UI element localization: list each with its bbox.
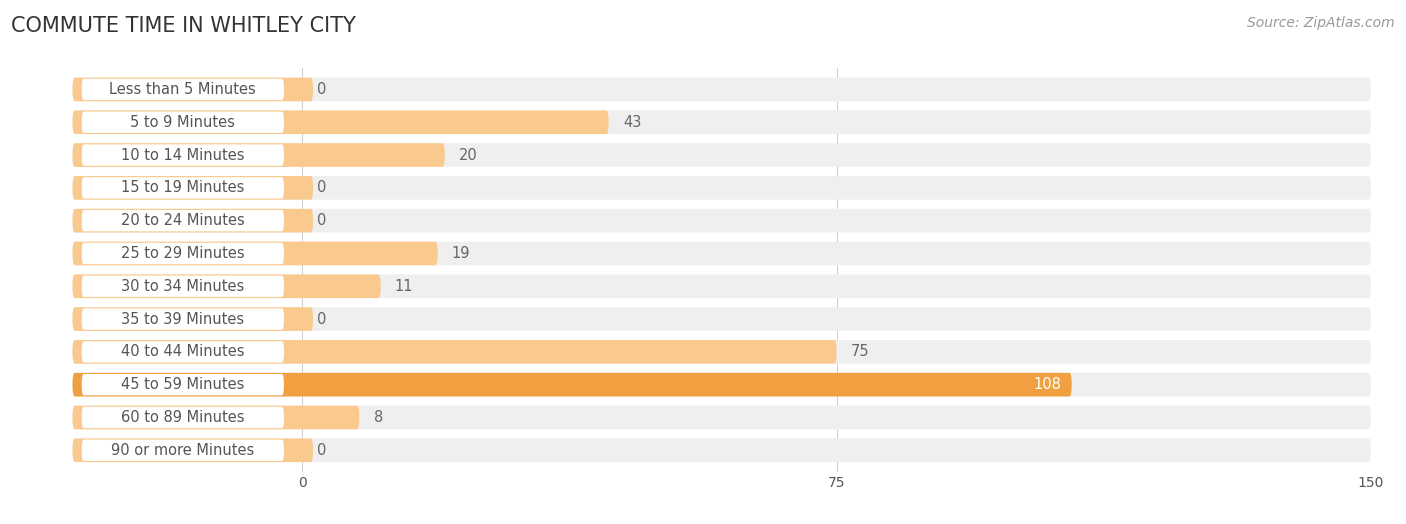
FancyBboxPatch shape bbox=[73, 439, 1371, 462]
FancyBboxPatch shape bbox=[82, 79, 284, 100]
Text: 43: 43 bbox=[623, 115, 641, 130]
FancyBboxPatch shape bbox=[73, 143, 444, 167]
FancyBboxPatch shape bbox=[73, 340, 1371, 364]
Text: 90 or more Minutes: 90 or more Minutes bbox=[111, 443, 254, 458]
FancyBboxPatch shape bbox=[82, 243, 284, 264]
FancyBboxPatch shape bbox=[73, 340, 837, 364]
FancyBboxPatch shape bbox=[73, 242, 1371, 265]
Text: 35 to 39 Minutes: 35 to 39 Minutes bbox=[121, 312, 245, 326]
FancyBboxPatch shape bbox=[82, 341, 284, 363]
FancyBboxPatch shape bbox=[73, 275, 381, 298]
Text: 20 to 24 Minutes: 20 to 24 Minutes bbox=[121, 213, 245, 228]
Text: Source: ZipAtlas.com: Source: ZipAtlas.com bbox=[1247, 16, 1395, 30]
FancyBboxPatch shape bbox=[73, 307, 314, 331]
Text: 40 to 44 Minutes: 40 to 44 Minutes bbox=[121, 344, 245, 359]
Text: 0: 0 bbox=[316, 180, 326, 195]
Text: 20: 20 bbox=[458, 148, 478, 162]
Text: 5 to 9 Minutes: 5 to 9 Minutes bbox=[131, 115, 235, 130]
FancyBboxPatch shape bbox=[82, 276, 284, 297]
FancyBboxPatch shape bbox=[82, 374, 284, 395]
FancyBboxPatch shape bbox=[82, 210, 284, 231]
Text: 0: 0 bbox=[316, 443, 326, 458]
Text: 45 to 59 Minutes: 45 to 59 Minutes bbox=[121, 377, 245, 392]
FancyBboxPatch shape bbox=[73, 439, 314, 462]
FancyBboxPatch shape bbox=[73, 275, 1371, 298]
FancyBboxPatch shape bbox=[73, 307, 1371, 331]
FancyBboxPatch shape bbox=[82, 112, 284, 133]
FancyBboxPatch shape bbox=[73, 406, 1371, 429]
Text: COMMUTE TIME IN WHITLEY CITY: COMMUTE TIME IN WHITLEY CITY bbox=[11, 16, 356, 36]
Text: 108: 108 bbox=[1033, 377, 1062, 392]
Text: 8: 8 bbox=[374, 410, 382, 425]
FancyBboxPatch shape bbox=[73, 78, 314, 101]
FancyBboxPatch shape bbox=[73, 176, 314, 200]
FancyBboxPatch shape bbox=[73, 373, 1071, 397]
FancyBboxPatch shape bbox=[73, 209, 1371, 233]
FancyBboxPatch shape bbox=[82, 145, 284, 166]
FancyBboxPatch shape bbox=[73, 111, 609, 134]
Text: 19: 19 bbox=[451, 246, 471, 261]
Text: 0: 0 bbox=[316, 213, 326, 228]
Text: 11: 11 bbox=[395, 279, 413, 294]
Text: 10 to 14 Minutes: 10 to 14 Minutes bbox=[121, 148, 245, 162]
FancyBboxPatch shape bbox=[82, 407, 284, 428]
Text: 0: 0 bbox=[316, 82, 326, 97]
FancyBboxPatch shape bbox=[73, 209, 314, 233]
Text: 0: 0 bbox=[316, 312, 326, 326]
FancyBboxPatch shape bbox=[73, 143, 1371, 167]
FancyBboxPatch shape bbox=[73, 406, 360, 429]
FancyBboxPatch shape bbox=[73, 176, 1371, 200]
FancyBboxPatch shape bbox=[73, 111, 1371, 134]
Text: Less than 5 Minutes: Less than 5 Minutes bbox=[110, 82, 256, 97]
Text: 60 to 89 Minutes: 60 to 89 Minutes bbox=[121, 410, 245, 425]
FancyBboxPatch shape bbox=[73, 78, 1371, 101]
FancyBboxPatch shape bbox=[82, 440, 284, 461]
Text: 30 to 34 Minutes: 30 to 34 Minutes bbox=[121, 279, 245, 294]
FancyBboxPatch shape bbox=[82, 177, 284, 199]
Text: 25 to 29 Minutes: 25 to 29 Minutes bbox=[121, 246, 245, 261]
Text: 75: 75 bbox=[851, 344, 869, 359]
Text: 15 to 19 Minutes: 15 to 19 Minutes bbox=[121, 180, 245, 195]
FancyBboxPatch shape bbox=[73, 373, 1371, 397]
FancyBboxPatch shape bbox=[82, 309, 284, 330]
FancyBboxPatch shape bbox=[73, 242, 437, 265]
